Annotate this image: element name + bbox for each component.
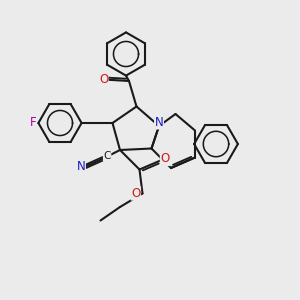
Text: O: O: [131, 187, 140, 200]
Text: F: F: [30, 116, 36, 130]
Text: O: O: [160, 152, 169, 166]
Text: C: C: [103, 151, 111, 161]
Text: N: N: [76, 160, 85, 173]
Text: O: O: [99, 73, 108, 86]
Text: N: N: [154, 116, 164, 129]
